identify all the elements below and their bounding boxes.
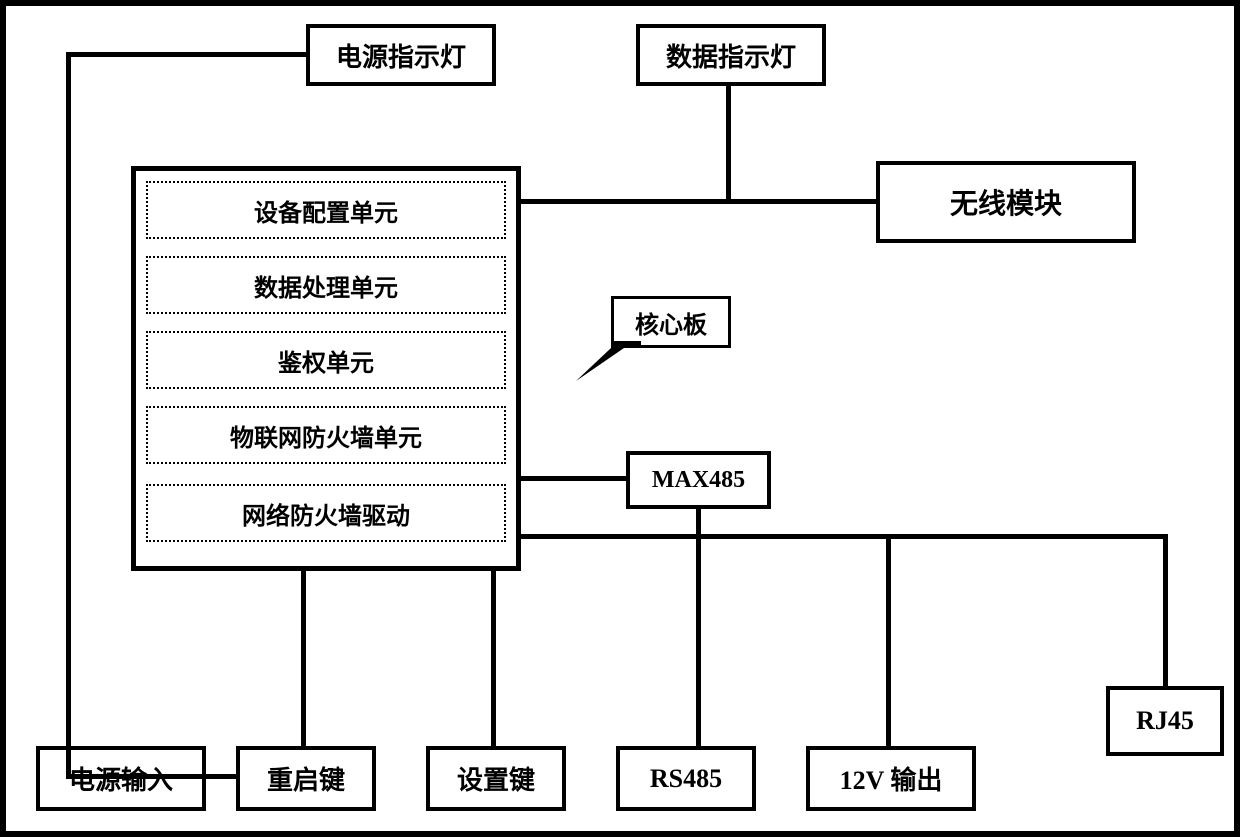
unit-label: 数据处理单元: [254, 268, 398, 303]
node-max485: MAX485: [626, 451, 771, 509]
edge: [206, 774, 238, 779]
node-rj45: RJ45: [1106, 686, 1224, 756]
edge: [726, 86, 731, 201]
node-label: 电源指示灯: [336, 37, 466, 74]
node-12v-output: 12V 输出: [806, 746, 976, 811]
core-unit-data-processing: 数据处理单元: [146, 256, 506, 314]
node-power-led: 电源指示灯: [306, 24, 496, 86]
edge: [1163, 534, 1168, 686]
node-label: RJ45: [1136, 706, 1194, 736]
node-set-key: 设置键: [426, 746, 566, 811]
edge: [66, 52, 306, 57]
callout-text: 核心板: [635, 305, 707, 340]
core-unit-auth: 鉴权单元: [146, 331, 506, 389]
node-label: RS485: [650, 764, 722, 794]
edge: [491, 571, 496, 746]
node-label: 设置键: [457, 760, 535, 797]
callout-pointer-icon: [576, 341, 646, 386]
node-wireless-module: 无线模块: [876, 161, 1136, 243]
unit-label: 物联网防火墙单元: [230, 418, 422, 453]
edge: [521, 476, 628, 481]
node-label: 重启键: [267, 760, 345, 797]
node-rs485: RS485: [616, 746, 756, 811]
edge: [66, 52, 71, 777]
diagram-canvas: 电源指示灯 数据指示灯 无线模块 MAX485 RJ45 电源输入 重启键 设置…: [0, 0, 1240, 837]
edge: [301, 571, 306, 746]
unit-label: 设备配置单元: [254, 193, 398, 228]
core-unit-network-firewall-driver: 网络防火墙驱动: [146, 484, 506, 542]
node-label: 12V 输出: [840, 760, 943, 797]
edge: [886, 534, 891, 746]
edge: [521, 534, 1168, 539]
node-data-led: 数据指示灯: [636, 24, 826, 86]
unit-label: 鉴权单元: [278, 343, 374, 378]
core-unit-device-config: 设备配置单元: [146, 181, 506, 239]
node-restart-key: 重启键: [236, 746, 376, 811]
node-label: MAX485: [652, 467, 745, 494]
unit-label: 网络防火墙驱动: [242, 496, 410, 531]
edge: [521, 199, 878, 204]
node-label: 数据指示灯: [666, 37, 796, 74]
edge: [696, 509, 701, 746]
node-label: 无线模块: [950, 182, 1062, 222]
core-unit-iot-firewall: 物联网防火墙单元: [146, 406, 506, 464]
